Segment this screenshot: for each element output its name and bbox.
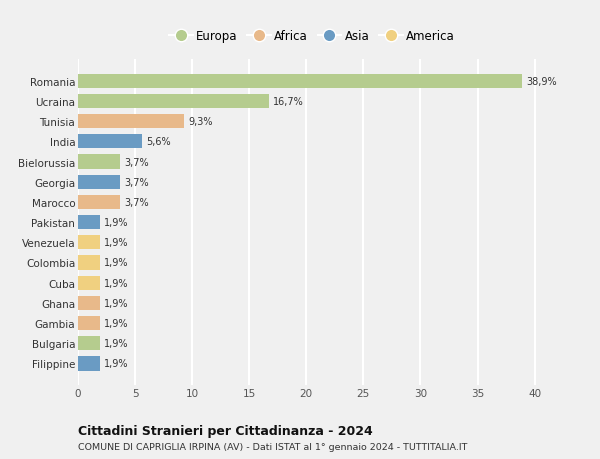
Bar: [78, 115, 184, 129]
Bar: [78, 175, 120, 190]
Bar: [78, 95, 269, 109]
Text: 3,7%: 3,7%: [125, 157, 149, 167]
Text: 1,9%: 1,9%: [104, 339, 129, 348]
Text: Cittadini Stranieri per Cittadinanza - 2024: Cittadini Stranieri per Cittadinanza - 2…: [78, 425, 373, 437]
Bar: [78, 357, 100, 371]
Text: 1,9%: 1,9%: [104, 319, 129, 328]
Bar: [78, 196, 120, 209]
Bar: [78, 336, 100, 351]
Text: 1,9%: 1,9%: [104, 278, 129, 288]
Text: 1,9%: 1,9%: [104, 238, 129, 248]
Text: 1,9%: 1,9%: [104, 258, 129, 268]
Bar: [78, 256, 100, 270]
Text: 9,3%: 9,3%: [189, 117, 213, 127]
Legend: Europa, Africa, Asia, America: Europa, Africa, Asia, America: [169, 30, 455, 43]
Text: 16,7%: 16,7%: [273, 97, 304, 106]
Bar: [78, 236, 100, 250]
Bar: [78, 74, 522, 89]
Text: 5,6%: 5,6%: [146, 137, 171, 147]
Bar: [78, 296, 100, 310]
Bar: [78, 316, 100, 330]
Bar: [78, 276, 100, 290]
Bar: [78, 135, 142, 149]
Bar: [78, 155, 120, 169]
Text: 3,7%: 3,7%: [125, 177, 149, 187]
Text: 1,9%: 1,9%: [104, 298, 129, 308]
Text: 1,9%: 1,9%: [104, 358, 129, 369]
Text: COMUNE DI CAPRIGLIA IRPINA (AV) - Dati ISTAT al 1° gennaio 2024 - TUTTITALIA.IT: COMUNE DI CAPRIGLIA IRPINA (AV) - Dati I…: [78, 442, 467, 451]
Text: 38,9%: 38,9%: [527, 77, 557, 87]
Text: 3,7%: 3,7%: [125, 197, 149, 207]
Text: 1,9%: 1,9%: [104, 218, 129, 228]
Bar: [78, 216, 100, 230]
